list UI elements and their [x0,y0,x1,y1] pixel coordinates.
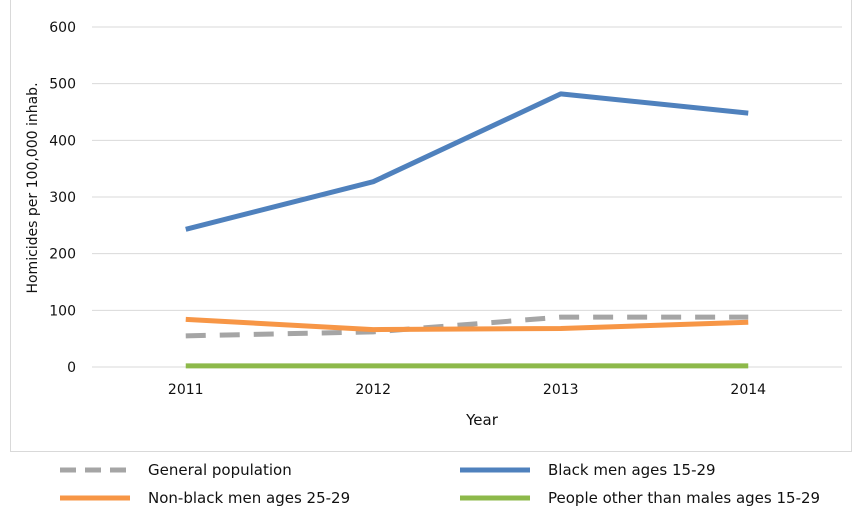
x-tick-label: 2011 [168,382,204,398]
y-tick-label: 500 [49,77,76,93]
y-tick-label: 200 [49,247,76,263]
x-axis-label: Year [465,411,499,429]
line-chart: 0 100 200 300 400 500 600 2011 2012 2013 2014 Hom… [25,20,842,429]
legend-label: People other than males ages 15-29 [548,489,821,507]
y-tick-label: 600 [49,20,76,36]
legend-item-other-people: People other than males ages 15-29 [460,485,820,511]
x-tick-label: 2014 [730,382,766,398]
series-line-black-men-ages-15-29 [185,91,749,232]
y-tick-label: 300 [49,190,76,206]
y-tick-label: 400 [49,133,76,149]
legend-swatch-non-black-men [60,495,130,501]
x-tick-label: 2012 [355,382,391,398]
x-tick-label: 2013 [543,382,579,398]
legend-label: Non-black men ages 25-29 [148,489,351,507]
y-tick-labels: 0 100 200 300 400 500 600 [49,20,76,376]
legend-swatch-other-people [460,495,530,501]
legend: General population Black men ages 15-29 … [0,455,863,518]
y-tick-label: 0 [67,360,76,376]
legend-swatch-black-men [460,467,530,473]
legend-item-black-men: Black men ages 15-29 [460,457,716,483]
legend-item-non-black-men: Non-black men ages 25-29 [60,485,350,511]
y-tick-label: 100 [49,303,76,319]
series-line-non-black-men-ages-25-29 [185,316,749,333]
legend-label: Black men ages 15-29 [548,461,716,479]
legend-item-general-population: General population [60,457,292,483]
legend-swatch-general-population [60,467,130,473]
legend-label: General population [148,461,292,479]
series-lines [185,91,749,369]
series-line-general-population [185,314,749,339]
chart-frame [10,0,852,452]
y-axis-label: Homicides per 100,000 inhab. [25,82,41,293]
x-tick-labels: 2011 2012 2013 2014 [168,382,766,398]
